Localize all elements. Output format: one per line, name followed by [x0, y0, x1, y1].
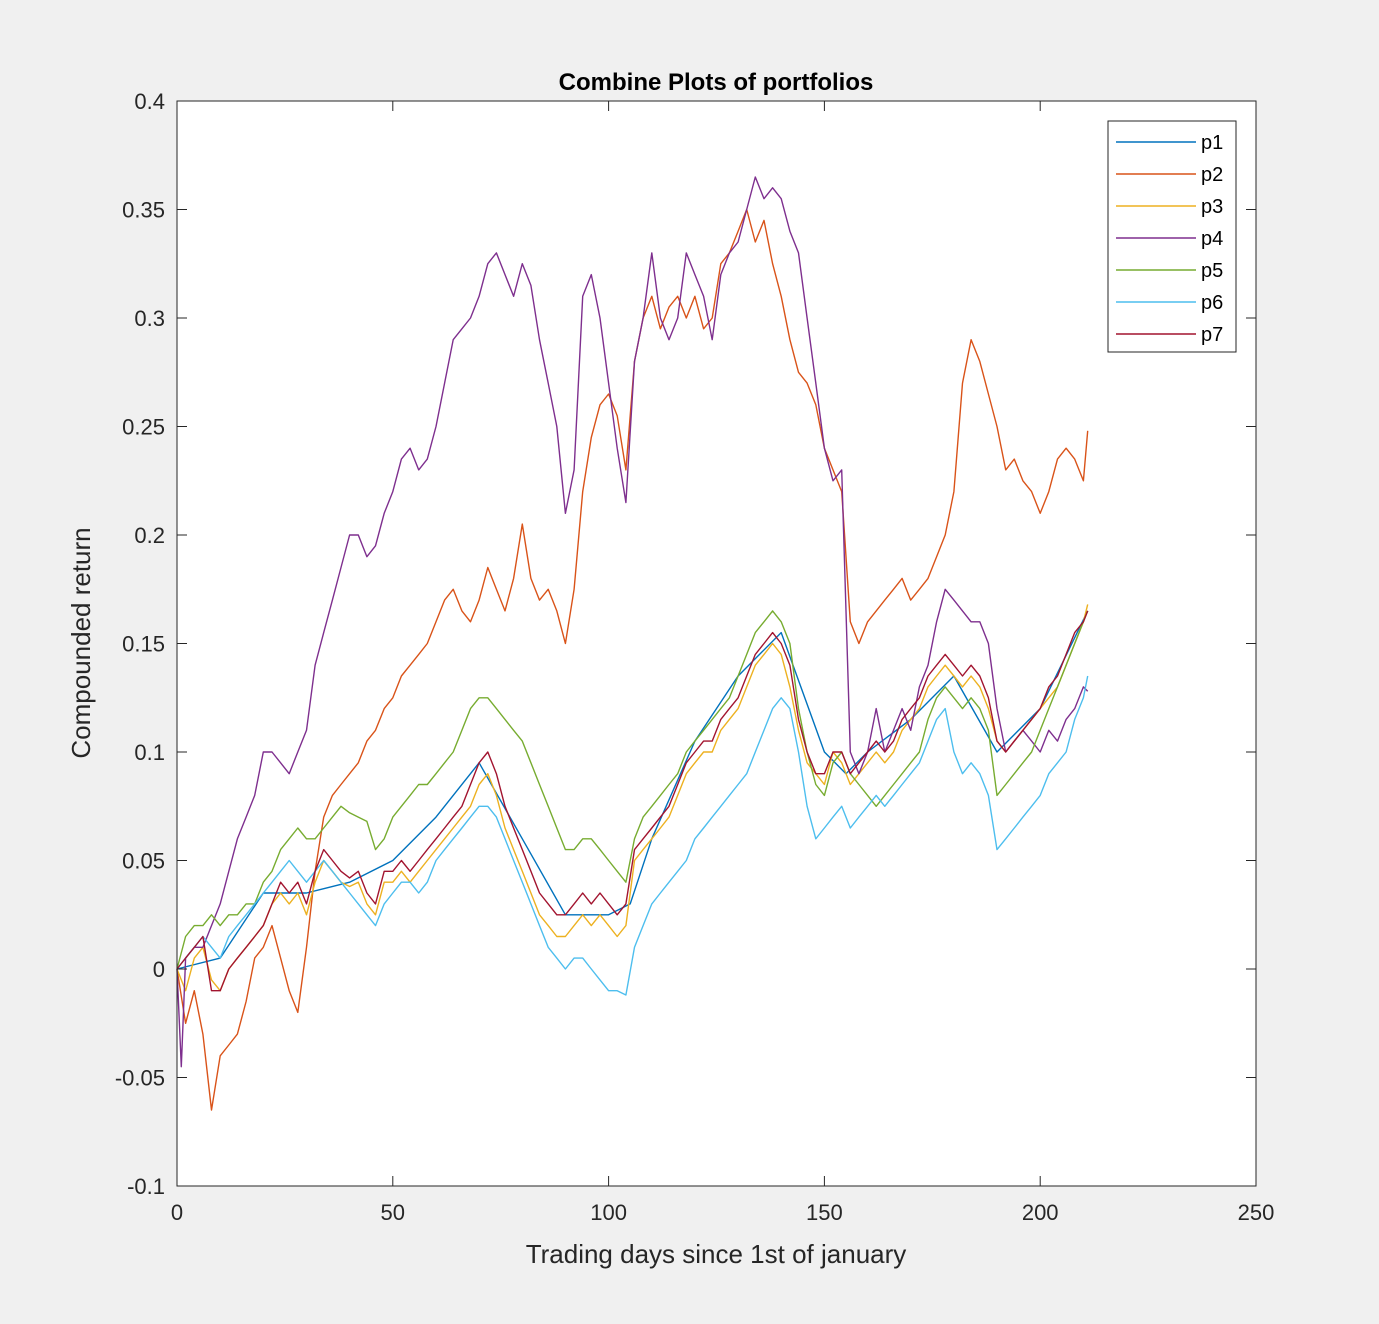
chart-title: Combine Plots of portfolios	[559, 69, 874, 96]
legend-label-p2: p2	[1201, 164, 1223, 186]
series-line-p6	[176, 675, 1089, 996]
legend-box	[1107, 120, 1237, 353]
series-line-p5	[176, 610, 1089, 970]
x-tick-label: 250	[1238, 1200, 1275, 1225]
series-line-p4	[176, 176, 1089, 1068]
legend-label-p3: p3	[1201, 196, 1223, 218]
x-tick-label: 0	[171, 1200, 183, 1225]
legend: p1 p2 p3 p4 p5 p6 p7	[1107, 120, 1237, 353]
y-tick-label: 0.2	[134, 523, 165, 548]
x-axis-label: Trading days since 1st of january	[526, 1239, 907, 1269]
legend-label-p1: p1	[1201, 132, 1223, 154]
legend-label-p5: p5	[1201, 260, 1223, 282]
y-tick-label: -0.1	[127, 1174, 165, 1199]
series-line-p7	[176, 610, 1089, 992]
axes-background	[177, 101, 1256, 1186]
y-tick-label: 0.4	[134, 89, 165, 114]
ticks-layer: 0 50 100 150 200 250 -0.1 -0.05 0 0.05 0.1 0.15 0.2 0…	[115, 89, 1275, 1225]
legend-label-p6: p6	[1201, 292, 1223, 314]
y-axis-label: Compounded return	[66, 527, 96, 758]
y-tick-label: 0.1	[134, 740, 165, 765]
x-tick-label: 50	[381, 1200, 405, 1225]
legend-items: p1 p2 p3 p4 p5 p6 p7	[1116, 132, 1223, 346]
y-tick-label: 0	[153, 957, 165, 982]
legend-label-p4: p4	[1201, 228, 1223, 250]
series-layer	[176, 176, 1089, 1111]
x-tick-label: 200	[1022, 1200, 1059, 1225]
y-tick-label: 0.05	[122, 849, 165, 874]
y-tick-label: 0.15	[122, 632, 165, 657]
x-tick-label: 150	[806, 1200, 843, 1225]
legend-label-p7: p7	[1201, 324, 1223, 346]
y-tick-label: -0.05	[115, 1066, 165, 1091]
y-tick-label: 0.25	[122, 415, 165, 440]
x-tick-label: 100	[590, 1200, 627, 1225]
y-tick-label: 0.3	[134, 306, 165, 331]
y-tick-label: 0.35	[122, 198, 165, 223]
